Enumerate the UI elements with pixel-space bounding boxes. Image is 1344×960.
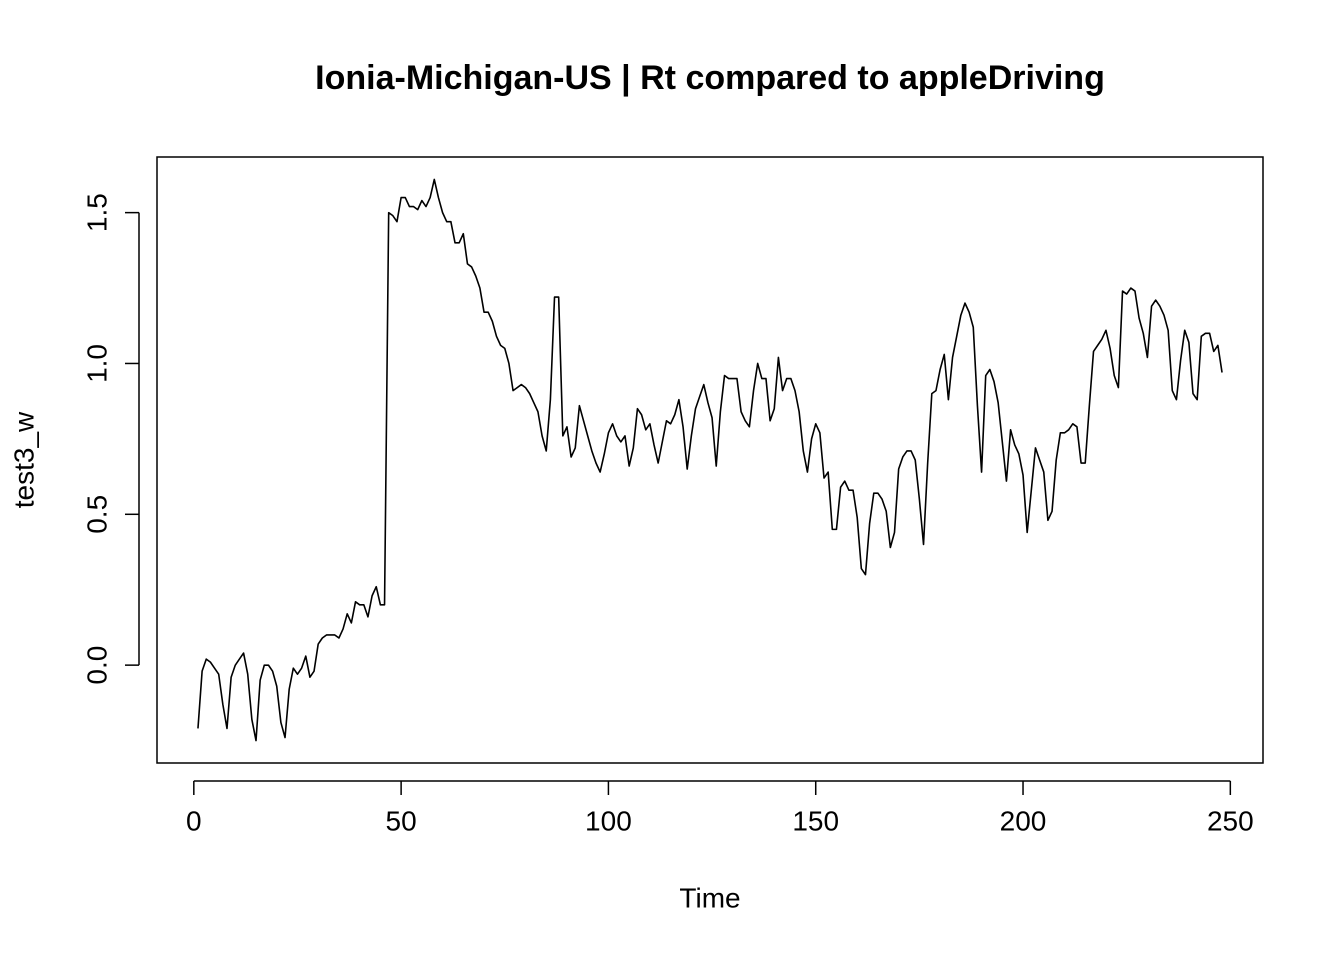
- series-line: [197, 178, 1223, 742]
- y-tick-label: 1.5: [81, 193, 112, 232]
- x-axis-label: Time: [679, 882, 740, 913]
- x-tick-label: 150: [792, 805, 839, 836]
- y-tick-label: 1.0: [81, 344, 112, 383]
- x-tick-label: 0: [186, 805, 202, 836]
- y-axis-label: test3_w: [8, 411, 39, 508]
- x-tick-label: 250: [1207, 805, 1254, 836]
- plot-frame: [156, 156, 1264, 764]
- x-tick-label: 50: [386, 805, 417, 836]
- y-tick-label: 0.5: [81, 495, 112, 534]
- chart-title: Ionia-Michigan-US | Rt compared to apple…: [315, 59, 1105, 97]
- y-tick-label: 0.0: [81, 646, 112, 685]
- x-tick-label: 200: [1000, 805, 1047, 836]
- x-tick-label: 100: [585, 805, 632, 836]
